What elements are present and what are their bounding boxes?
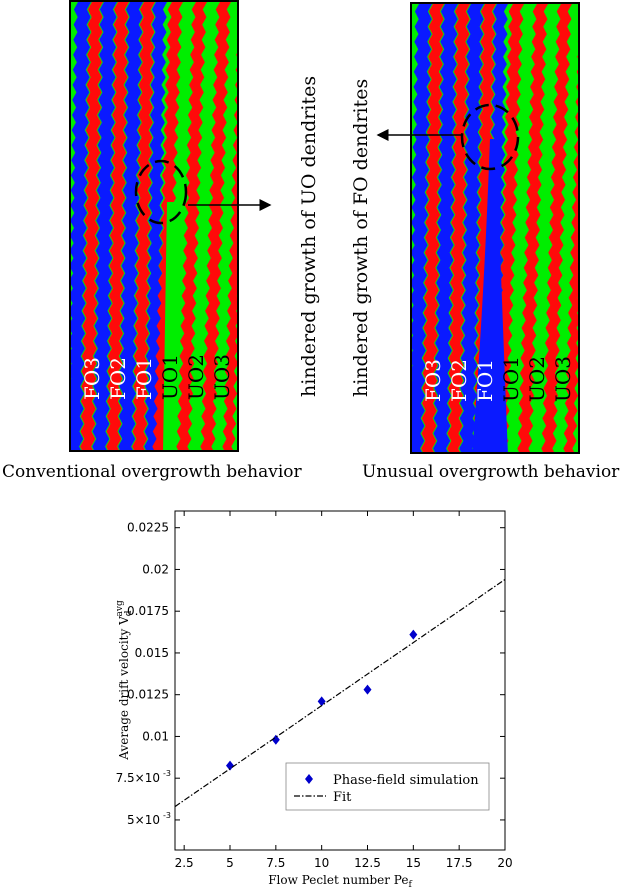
stripe-label-fo2: FO2 [106,357,130,400]
stripe-label-fo1: FO1 [473,359,497,402]
x-axis-title: Flow Peclet number Pef [268,873,412,887]
x-tick-label: 7.5 [266,856,285,870]
dendrite-stripe [517,4,548,452]
y-tick-label: 0.0125 [127,688,169,702]
x-ticks: 2.5 5 7.5 10 12.5 15 17.5 20 [175,511,513,870]
dendrite-stripe [144,2,167,450]
y-tick-label: 0.0175 [127,604,169,618]
dendrite-stripe [447,4,470,452]
left-dendrite-field: FO3 FO2 FO1 UO1 UO2 UO3 [71,2,237,450]
stripe-label-fo3: FO3 [80,357,104,400]
uo-intrusion [163,202,177,450]
x-tick-label: 15 [406,856,421,870]
dendrite-stripe [412,4,432,452]
svg-text:Flow Peclet number Pef: Flow Peclet number Pef [268,873,412,887]
dendrite-stripe [92,2,117,450]
data-point [226,760,234,771]
x-tick-label: 20 [497,856,512,870]
x-tick-label: 17.5 [446,856,473,870]
stripe-label-uo3: UO3 [210,354,234,400]
y-tick-exponent: -3 [163,811,171,820]
data-point [271,734,280,745]
left-panel-caption: Conventional overgrowth behavior [2,462,302,482]
legend-label-fit: Fit [333,790,352,805]
y-ticks: 5×10 -37.5×10 -30.010.01250.0150.01750.020… [116,521,505,827]
stripe-label-fo2: FO2 [447,359,471,402]
y-tick-label: 5×10 [127,813,160,827]
legend: Phase-field simulation Fit [285,762,490,811]
dendrite-stripe [473,4,496,452]
stripe-label-uo2: UO2 [184,354,208,400]
legend-label-simulation: Phase-field simulation [333,773,479,788]
annotation-fo-hindered: hindered growth of FO dendrites [350,78,372,397]
stripe-label-uo1: UO1 [499,356,523,402]
dendrite-stripe [80,2,103,450]
left-simulation-panel: FO3 FO2 FO1 UO1 UO2 UO3 [69,0,239,452]
stripe-label-fo3: FO3 [421,359,445,402]
y-tick-label: 0.0225 [127,521,169,535]
y-tick-label: 0.02 [142,562,169,576]
y-tick-label: 0.015 [135,646,169,660]
drift-velocity-chart: 2.5 5 7.5 10 12.5 15 17.5 20 5×10 -37.5×10 -30.01… [115,510,513,887]
dendrite-stripe [541,4,572,452]
dendrite-stripe [106,2,129,450]
data-point [409,629,418,640]
x-tick-label: 2.5 [175,856,194,870]
y-tick-label: 7.5×10 [116,771,160,785]
dendrite-stripe [200,2,231,450]
stripe-label-uo2: UO2 [525,356,549,402]
highlight-circle [460,103,520,171]
dendrite-stripe [563,41,578,452]
stripe-label-fo1: FO1 [132,357,156,400]
svg-text:Average drift velocity Vdavg: Average drift velocity Vdavg [115,600,134,761]
highlight-circle [134,159,188,225]
dendrite-stripe [118,2,143,450]
dendrite-stripe [132,2,155,450]
fit-line [174,578,506,808]
right-panel-caption: Unusual overgrowth behavior [362,462,620,482]
stripe-label-uo3: UO3 [551,356,575,402]
right-simulation-panel: FO3 FO2 FO1 UO1 UO2 UO3 [410,2,580,454]
y-tick-exponent: -3 [163,769,171,778]
dendrite-stripe [459,4,484,452]
x-tick-label: 10 [314,856,329,870]
legend-box [285,762,490,811]
series-layer [174,578,506,808]
legend-marker-simulation [305,774,313,784]
y-axis-title: Average drift velocity Vdavg [115,600,134,761]
stripe-label-uo1: UO1 [158,354,182,400]
x-tick-label: 12.5 [354,856,381,870]
dendrite-stripe [421,4,444,452]
dendrite-stripe [71,2,91,450]
dendrite-stripe [433,4,458,452]
x-tick-label: 5 [226,856,234,870]
fo-intrusion [472,139,508,452]
y-tick-label: 0.01 [142,729,169,743]
dendrite-stripe [176,2,207,450]
right-dendrite-field: FO3 FO2 FO1 UO1 UO2 UO3 [412,4,578,452]
data-point [363,684,372,695]
annotation-uo-hindered: hindered growth of UO dendrites [298,75,320,397]
dendrite-stripe [222,39,237,450]
